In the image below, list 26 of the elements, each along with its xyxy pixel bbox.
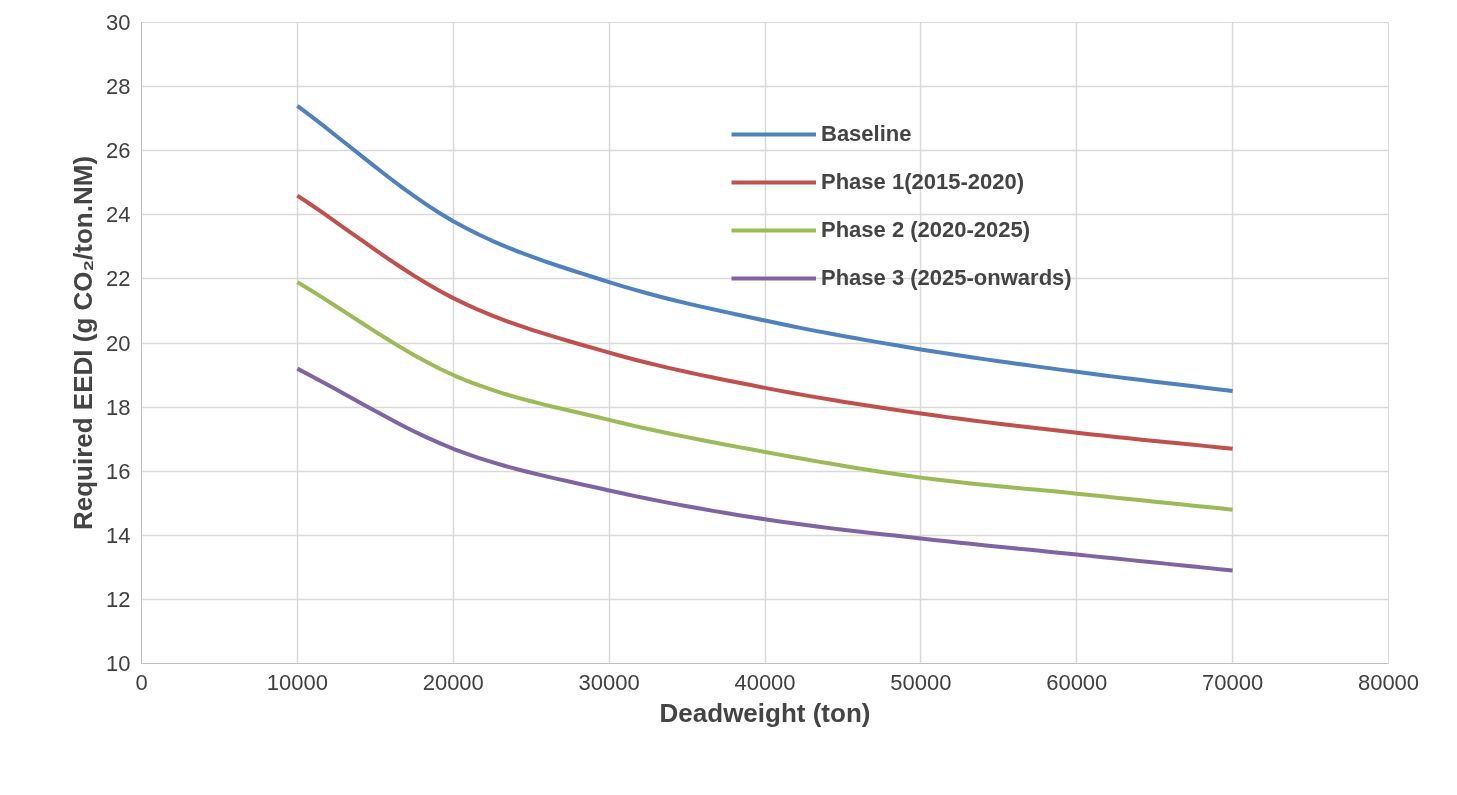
y-tick-label: 22 — [106, 266, 131, 292]
x-tick-label: 20000 — [422, 669, 484, 695]
x-tick-label: 0 — [135, 669, 148, 695]
x-axis-title: Deadweight (ton) — [659, 697, 871, 728]
y-tick-label: 18 — [106, 394, 131, 420]
y-tick-label: 24 — [106, 202, 131, 228]
y-tick-label: 30 — [106, 10, 131, 35]
x-tick-label: 40000 — [734, 669, 796, 695]
legend-label: Phase 1(2015-2020) — [821, 169, 1025, 195]
y-tick-label: 26 — [106, 138, 131, 164]
x-tick-label: 10000 — [266, 669, 328, 695]
y-axis-title: Required EEDI (g CO₂/ton.NM) — [68, 155, 99, 531]
legend-label: Phase 2 (2020-2025) — [821, 217, 1031, 243]
legend-label: Baseline — [821, 121, 912, 147]
x-tick-label: 50000 — [890, 669, 952, 695]
y-tick-label: 10 — [106, 651, 131, 676]
x-tick-label: 30000 — [578, 669, 640, 695]
y-tick-label: 16 — [106, 458, 131, 484]
legend-label: Phase 3 (2025-onwards) — [821, 265, 1072, 291]
y-tick-label: 14 — [106, 522, 131, 548]
x-tick-label: 80000 — [1357, 669, 1420, 695]
y-tick-label: 28 — [106, 74, 131, 100]
x-tick-label: 70000 — [1202, 669, 1264, 695]
x-tick-label: 60000 — [1046, 669, 1108, 695]
y-tick-label: 12 — [106, 586, 131, 612]
y-tick-label: 20 — [106, 330, 131, 356]
